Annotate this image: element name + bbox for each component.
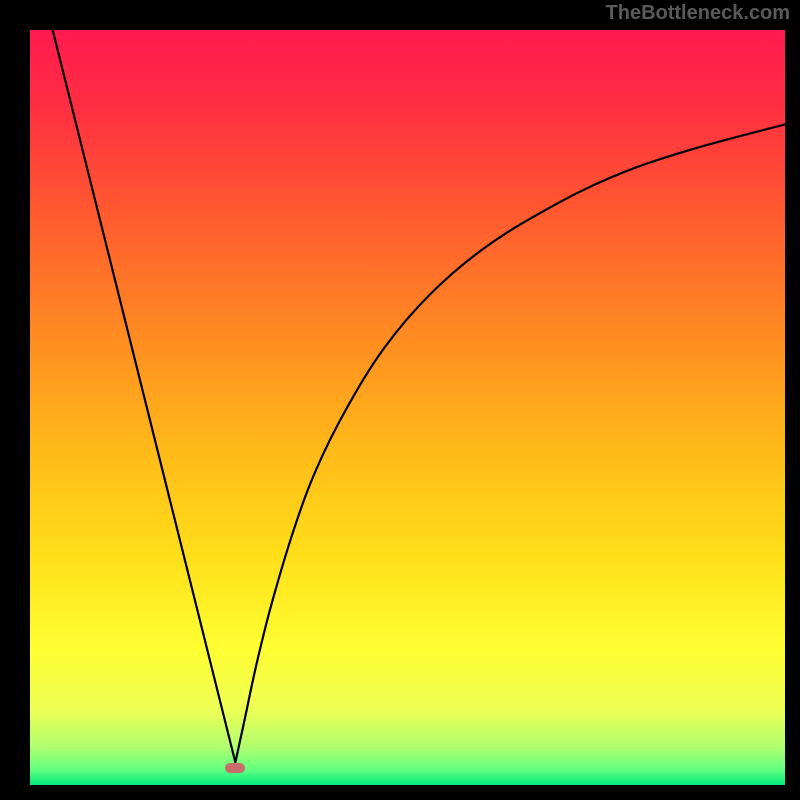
plot-area [30,30,785,785]
bottleneck-curve [30,30,785,785]
watermark-text: TheBottleneck.com [606,2,790,25]
optimal-point-marker [225,763,245,773]
chart-container: TheBottleneck.com [0,0,800,800]
